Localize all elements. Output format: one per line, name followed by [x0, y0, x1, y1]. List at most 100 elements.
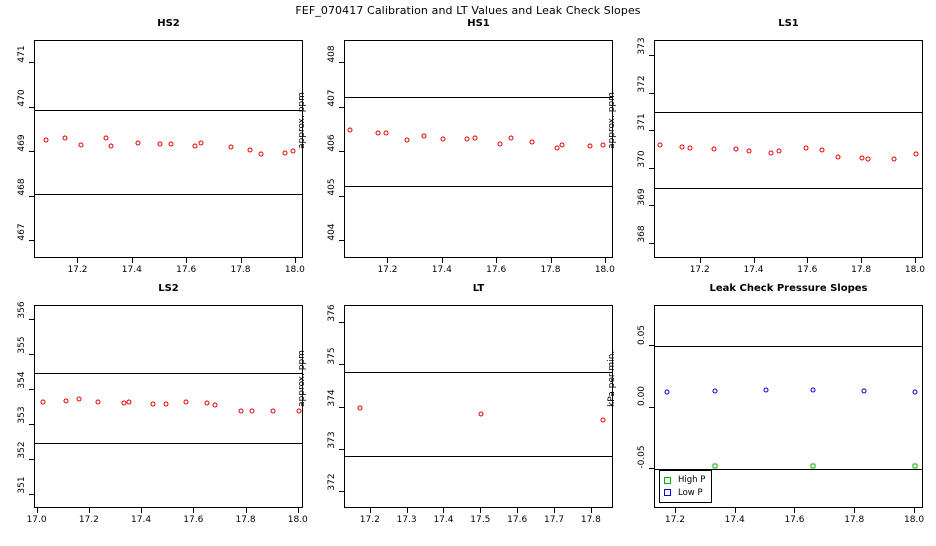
- plot-area: [34, 40, 303, 258]
- legend-marker-icon: [664, 489, 671, 497]
- reference-line: [345, 371, 612, 373]
- y-tick-label: 369: [637, 188, 647, 206]
- legend: High P Low P: [659, 470, 713, 503]
- data-point: [62, 135, 68, 141]
- x-tick-label: 17.6: [784, 515, 805, 525]
- x-tick: [88, 508, 90, 513]
- y-tick: [649, 130, 654, 132]
- x-tick-label: 17.8: [580, 515, 601, 525]
- data-point: [559, 142, 565, 148]
- data-point: [440, 136, 446, 142]
- y-tick: [339, 406, 344, 408]
- legend-item: High P: [664, 474, 705, 486]
- x-tick: [914, 258, 916, 263]
- y-tick: [649, 205, 654, 207]
- x-tick-label: 17.2: [664, 515, 685, 525]
- y-tick: [649, 242, 654, 244]
- y-tick: [339, 195, 344, 197]
- data-point: [768, 150, 774, 156]
- data-point: [746, 148, 752, 154]
- x-tick-label: 17.5: [470, 515, 491, 525]
- y-tick: [29, 106, 34, 108]
- legend-label: Low P: [678, 487, 703, 498]
- data-point: [859, 155, 865, 161]
- y-axis-title: approx. ppm: [607, 92, 617, 149]
- panel-leak-check-pressure-slopes: Leak Check Pressure Slopes High P Low P 17.…: [607, 283, 925, 546]
- y-tick: [649, 468, 654, 470]
- data-point: [296, 408, 302, 414]
- y-tick-label: 356: [17, 301, 27, 319]
- y-tick-label: 408: [327, 45, 337, 63]
- data-point: [282, 150, 288, 156]
- data-point: [508, 135, 514, 141]
- x-tick-label: 17.2: [377, 265, 398, 275]
- x-tick-label: 17.4: [433, 515, 454, 525]
- x-tick-label: 17.0: [26, 515, 47, 525]
- y-tick: [649, 92, 654, 94]
- y-tick: [649, 406, 654, 408]
- y-tick-label: 404: [327, 223, 337, 241]
- data-point: [497, 141, 503, 147]
- y-tick-label: 470: [17, 89, 27, 107]
- x-tick: [141, 508, 143, 513]
- data-point: [357, 405, 363, 410]
- x-tick: [914, 508, 916, 513]
- panel-title: LS2: [158, 283, 179, 294]
- x-tick-label: 17.3: [396, 515, 417, 525]
- x-tick-label: 18.0: [904, 515, 925, 525]
- data-point: [126, 399, 132, 405]
- data-point: [554, 145, 560, 151]
- data-point: [913, 151, 919, 157]
- reference-line: [35, 442, 302, 444]
- x-tick-label: 18.0: [284, 265, 305, 275]
- x-tick-label: 17.6: [507, 515, 528, 525]
- x-tick-label: 18.0: [594, 265, 615, 275]
- data-point: [763, 387, 769, 393]
- data-point: [712, 463, 718, 469]
- x-tick-label: 18.0: [287, 515, 308, 525]
- y-tick: [29, 424, 34, 425]
- y-tick-label: 354: [17, 371, 27, 389]
- x-tick: [604, 258, 606, 263]
- x-tick: [854, 508, 856, 513]
- y-tick-label: 375: [327, 347, 337, 365]
- y-tick-label: 373: [637, 37, 647, 56]
- data-point: [168, 141, 174, 147]
- x-tick: [753, 258, 755, 263]
- data-point: [121, 400, 127, 406]
- data-point: [712, 388, 718, 394]
- y-tick: [29, 389, 34, 390]
- y-tick: [29, 459, 34, 460]
- data-point: [290, 148, 296, 154]
- x-tick: [193, 508, 195, 513]
- y-tick: [29, 62, 34, 64]
- panel-title: LT: [472, 283, 485, 294]
- y-tick-label: 371: [637, 113, 647, 131]
- panel-lt: LT 17.2 17.3 17.4 17.5 17.6 17.7 17.8 372 373 374 3…: [297, 283, 613, 546]
- y-tick-label: 376: [327, 304, 337, 322]
- panel-hs1: HS1 17.2 17.4 17.6 17.8 18.0 404 405 406 407 408 ap…: [297, 18, 615, 296]
- data-point: [679, 144, 685, 150]
- panel-title: HS2: [157, 18, 180, 29]
- x-tick: [297, 508, 299, 513]
- data-point: [78, 142, 84, 148]
- data-point: [891, 156, 897, 162]
- y-tick-label: 352: [17, 441, 27, 459]
- x-tick: [496, 258, 498, 263]
- data-point: [464, 136, 470, 142]
- data-point: [212, 402, 218, 408]
- x-tick-label: 17.8: [230, 265, 251, 275]
- data-point: [258, 151, 264, 157]
- x-tick: [734, 508, 736, 513]
- data-point: [861, 388, 867, 394]
- y-tick: [29, 151, 34, 153]
- x-tick-label: 17.6: [486, 265, 507, 275]
- data-point: [347, 127, 353, 133]
- y-tick: [649, 167, 654, 169]
- x-tick: [131, 258, 133, 263]
- data-point: [375, 130, 381, 136]
- x-tick-label: 17.6: [183, 515, 204, 525]
- data-point: [600, 417, 606, 423]
- y-tick: [29, 240, 34, 242]
- reference-line: [35, 372, 302, 374]
